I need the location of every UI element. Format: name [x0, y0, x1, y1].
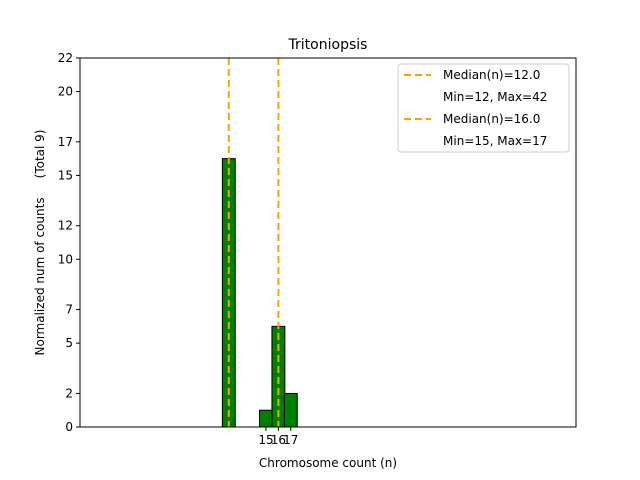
y-tick-label-12: 12	[58, 219, 73, 233]
legend-range-2: Min=15, Max=17	[443, 134, 547, 148]
y-tick-label-15: 15	[58, 168, 73, 182]
y-tick-label-17: 17	[58, 135, 73, 149]
plot-frame	[79, 57, 577, 428]
bar-17	[283, 392, 298, 428]
chart-title: Tritoniopsis	[288, 37, 368, 53]
y-ticks: 0 2 5 7 10 12 15 17 20 22	[58, 51, 80, 434]
bars-layer	[221, 158, 298, 428]
x-tick-label-15: 15	[258, 433, 273, 447]
y-tick-label-20: 20	[58, 85, 73, 99]
x-tick-label-16: 16	[271, 433, 286, 447]
legend-box	[397, 63, 570, 153]
x-axis-label: Chromosome count (n)	[259, 456, 397, 470]
x-tick-label-17: 17	[283, 433, 298, 447]
legend-label-2: Median(n)=16.0	[443, 112, 540, 126]
median-lines-layer	[227, 58, 280, 427]
y-tick-label-7: 7	[65, 303, 73, 317]
y-tick-label-0: 0	[65, 420, 73, 434]
y-tick-label-5: 5	[65, 336, 73, 350]
y-tick-label-2: 2	[65, 386, 73, 400]
y-tick-label-10: 10	[58, 252, 73, 266]
legend-range-1: Min=12, Max=42	[443, 90, 547, 104]
bar-15	[259, 409, 273, 428]
legend: Median(n)=12.0 Min=12, Max=42 Median(n)=16…	[397, 63, 570, 153]
y-axis-label: Normalized num of counts (Total 9)	[33, 130, 47, 356]
y-tick-label-22: 22	[58, 51, 73, 65]
legend-label-1: Median(n)=12.0	[443, 68, 540, 82]
